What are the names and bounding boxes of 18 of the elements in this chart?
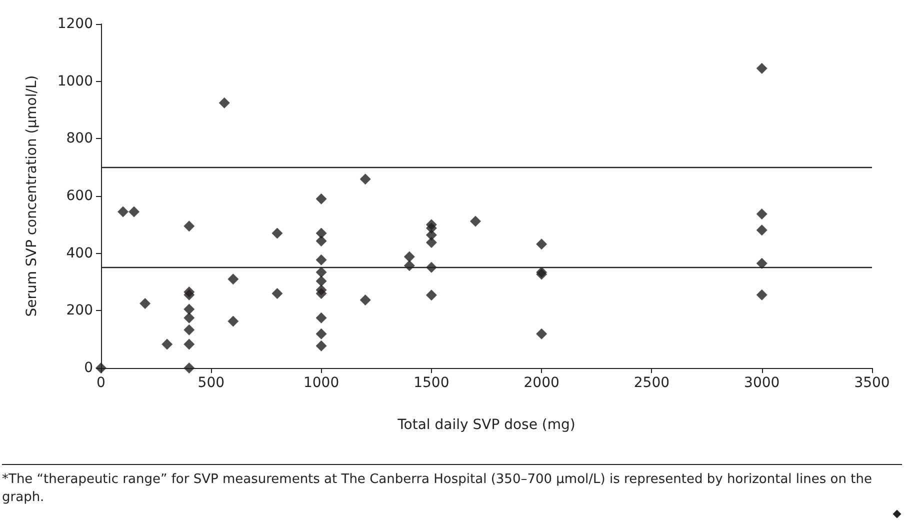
- x-tick-label: 500: [198, 375, 225, 391]
- y-tick-label: 200: [66, 302, 93, 319]
- x-tick-label: 3000: [744, 375, 780, 391]
- x-tick-label: 0: [96, 375, 106, 391]
- y-axis-title: Serum SVP concentration (μmol/L): [24, 75, 40, 317]
- x-tick-label: 1500: [414, 375, 450, 391]
- x-tick-label: 2500: [634, 375, 670, 391]
- x-tick-label: 3500: [854, 375, 890, 391]
- y-tick-label: 1000: [57, 73, 93, 90]
- text: *The “therapeutic range” for SVP measurements at The Canberra Hospital (350–700 μmol/L) is represented by horizontal lines on the graph.: [2, 464, 902, 507]
- x-tick-label: 1000: [303, 375, 340, 391]
- y-tick-label: 0: [84, 360, 93, 376]
- y-tick-label: 800: [66, 130, 93, 147]
- y-tick-label: 400: [66, 245, 93, 262]
- x-tick-label: 2000: [524, 375, 560, 391]
- y-tick-label: 600: [66, 188, 93, 204]
- x-axis-title: Total daily SVP dose (mg): [396, 417, 576, 433]
- y-tick-label: 1200: [57, 16, 93, 32]
